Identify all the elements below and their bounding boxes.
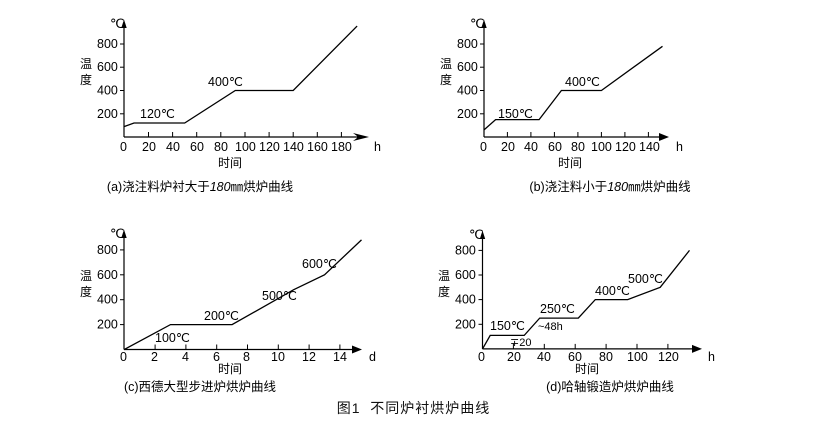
svg-text:80: 80: [599, 350, 613, 364]
svg-text:40: 40: [166, 140, 180, 154]
svg-text:800: 800: [97, 37, 118, 51]
svg-text:10: 10: [271, 350, 285, 364]
svg-text:400: 400: [457, 84, 478, 98]
svg-text:200: 200: [455, 317, 476, 331]
svg-text:2: 2: [151, 350, 158, 364]
svg-text:200: 200: [97, 107, 118, 121]
svg-text:温: 温: [80, 269, 92, 283]
svg-text:100: 100: [627, 350, 648, 364]
svg-text:40: 40: [537, 350, 551, 364]
svg-text:d: d: [369, 350, 376, 364]
svg-text:60: 60: [190, 140, 204, 154]
svg-text:600: 600: [97, 268, 118, 282]
svg-text:400℃: 400℃: [208, 75, 243, 89]
svg-text:500℃: 500℃: [628, 272, 663, 286]
svg-text:600: 600: [455, 268, 476, 282]
svg-text:度: 度: [80, 72, 92, 87]
svg-text:100: 100: [591, 140, 612, 154]
svg-text:200℃: 200℃: [204, 309, 239, 323]
svg-text:h: h: [708, 350, 715, 364]
svg-text:150℃: 150℃: [498, 107, 533, 121]
svg-text:100: 100: [235, 140, 256, 154]
svg-text:度: 度: [438, 284, 450, 299]
svg-text:120℃: 120℃: [140, 107, 175, 121]
svg-text:150℃: 150℃: [490, 319, 525, 333]
svg-text:℃: ℃: [110, 16, 125, 31]
svg-text:180: 180: [331, 140, 352, 154]
svg-text:20: 20: [142, 140, 156, 154]
svg-text:250℃: 250℃: [540, 302, 575, 316]
svg-text:h: h: [374, 140, 381, 154]
svg-text:80: 80: [571, 140, 585, 154]
svg-text:400℃: 400℃: [565, 75, 600, 89]
svg-text:600: 600: [97, 60, 118, 74]
svg-text:0: 0: [478, 350, 485, 364]
svg-text:4: 4: [182, 350, 189, 364]
svg-text:时间: 时间: [558, 156, 582, 170]
svg-text:度: 度: [440, 72, 452, 87]
svg-text:20: 20: [501, 140, 515, 154]
svg-text:120: 120: [615, 140, 636, 154]
svg-text:140: 140: [283, 140, 304, 154]
svg-text:800: 800: [97, 243, 118, 257]
svg-text:14: 14: [333, 350, 347, 364]
svg-text:度: 度: [80, 284, 92, 299]
svg-text:80: 80: [214, 140, 228, 154]
svg-text:200: 200: [97, 318, 118, 332]
svg-text:0: 0: [120, 140, 127, 154]
svg-text:40: 40: [524, 140, 538, 154]
svg-text:600: 600: [457, 60, 478, 74]
svg-text:160: 160: [307, 140, 328, 154]
svg-text:℃: ℃: [470, 16, 485, 31]
svg-text:400: 400: [455, 293, 476, 307]
svg-text:800: 800: [455, 243, 476, 257]
svg-text:400℃: 400℃: [595, 284, 630, 298]
svg-text:200: 200: [457, 107, 478, 121]
svg-text:温: 温: [80, 57, 92, 71]
svg-text:20: 20: [507, 350, 521, 364]
svg-text:800: 800: [457, 37, 478, 51]
svg-text:时间: 时间: [218, 362, 242, 376]
svg-text:时间: 时间: [575, 362, 599, 376]
svg-text:400: 400: [97, 84, 118, 98]
svg-text:60: 60: [548, 140, 562, 154]
svg-text:400: 400: [97, 293, 118, 307]
svg-text:8: 8: [243, 350, 250, 364]
svg-text:12: 12: [302, 350, 316, 364]
svg-text:℃: ℃: [469, 227, 484, 242]
svg-text:温: 温: [438, 269, 450, 283]
svg-text:100℃: 100℃: [155, 331, 190, 345]
svg-text:0: 0: [120, 350, 127, 364]
svg-text:120: 120: [658, 350, 679, 364]
svg-text:~48h: ~48h: [538, 321, 563, 333]
svg-text:120: 120: [259, 140, 280, 154]
svg-text:140: 140: [639, 140, 660, 154]
svg-text:h: h: [676, 140, 683, 154]
svg-text:500℃: 500℃: [262, 289, 297, 303]
svg-text:600℃: 600℃: [302, 257, 337, 271]
svg-text:温: 温: [440, 57, 452, 71]
svg-text:∓20: ∓20: [510, 337, 531, 349]
svg-text:℃: ℃: [110, 226, 125, 241]
svg-text:时间: 时间: [218, 156, 242, 170]
svg-text:0: 0: [480, 140, 487, 154]
